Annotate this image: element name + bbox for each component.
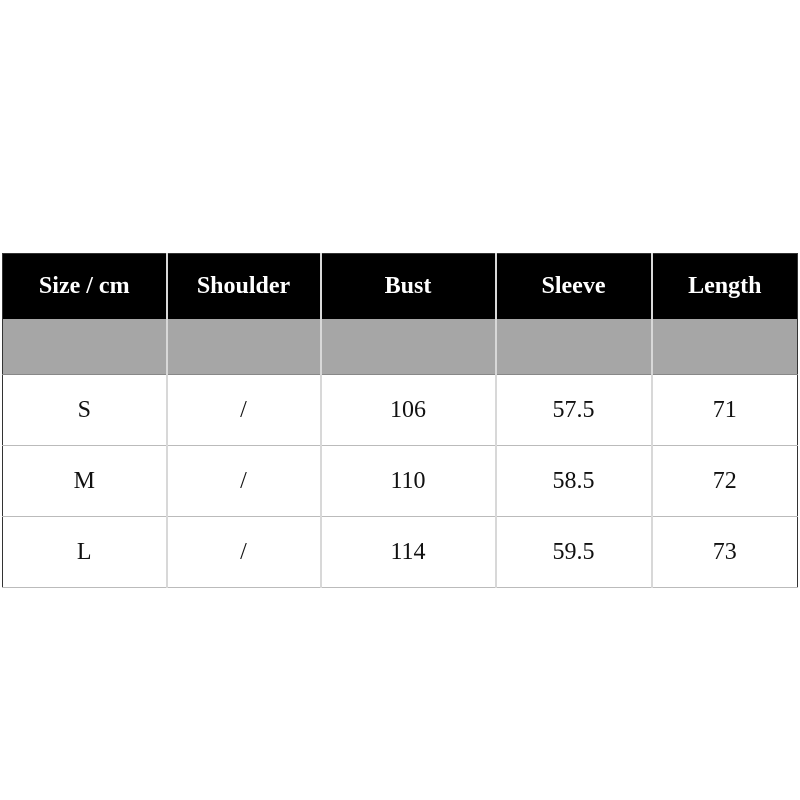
spacer-cell <box>165 319 321 375</box>
cell-sleeve: 58.5 <box>494 445 652 517</box>
cell-shoulder: / <box>165 516 321 588</box>
header-bust: Bust <box>319 253 496 319</box>
spacer-cell <box>650 319 798 375</box>
spacer-cell <box>494 319 652 375</box>
cell-bust: 106 <box>319 374 496 446</box>
header-row: Size / cm Shoulder Bust Sleeve Length <box>2 253 798 319</box>
cell-shoulder: / <box>165 445 321 517</box>
cell-bust: 110 <box>319 445 496 517</box>
cell-length: 71 <box>650 374 798 446</box>
cell-size: M <box>2 445 167 517</box>
cell-shoulder: / <box>165 374 321 446</box>
cell-length: 73 <box>650 516 798 588</box>
cell-size: L <box>2 516 167 588</box>
header-sleeve: Sleeve <box>494 253 652 319</box>
spacer-cell <box>2 319 167 375</box>
table-row: L / 114 59.5 73 <box>2 516 798 588</box>
spacer-row <box>2 319 798 375</box>
cell-size: S <box>2 374 167 446</box>
header-shoulder: Shoulder <box>165 253 321 319</box>
size-chart-table: Size / cm Shoulder Bust Sleeve Length S … <box>2 253 798 588</box>
header-size: Size / cm <box>2 253 167 319</box>
table-row: M / 110 58.5 72 <box>2 445 798 517</box>
table-row: S / 106 57.5 71 <box>2 374 798 446</box>
header-length: Length <box>650 253 798 319</box>
cell-length: 72 <box>650 445 798 517</box>
spacer-cell <box>319 319 496 375</box>
cell-sleeve: 57.5 <box>494 374 652 446</box>
cell-sleeve: 59.5 <box>494 516 652 588</box>
cell-bust: 114 <box>319 516 496 588</box>
